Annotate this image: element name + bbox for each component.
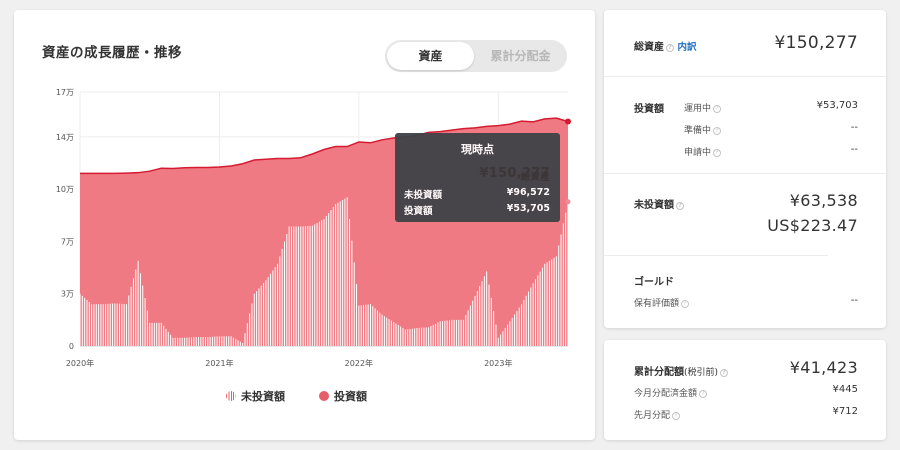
divider — [604, 76, 886, 77]
tooltip-row-label: 投資額 — [404, 206, 433, 217]
invest-row-preparing-value: -- — [850, 122, 858, 133]
dividend-note: (税引前) — [684, 368, 719, 378]
legend-item-invested[interactable]: 投資額 — [319, 388, 367, 404]
invest-row-applying-value: -- — [850, 144, 858, 155]
tooltip-row-value: ¥53,705 — [506, 203, 550, 214]
tooltip-row-total: 総資産 ¥150,277 — [404, 166, 550, 183]
x-tick-label: 2020年 — [66, 358, 94, 368]
legend-item-uninvested[interactable]: 未投資額 — [226, 388, 285, 404]
uninvested-point — [565, 199, 571, 205]
help-icon[interactable]: ? — [699, 390, 708, 398]
divider — [604, 173, 886, 174]
x-tick-label: 2021年 — [205, 358, 233, 368]
total-assets-line — [80, 117, 569, 175]
gold-row-value: -- — [850, 295, 858, 306]
chart-mode-toggle[interactable]: 資産 累計分配金 — [385, 40, 567, 72]
dividend-summary-card: 累計分配額(税引前)? ¥41,423 今月分配済金額? ¥445 先月分配? … — [604, 340, 886, 440]
breakdown-link[interactable]: 内訳 — [677, 42, 697, 53]
row-text: 今月分配済金額 — [634, 389, 698, 399]
help-icon[interactable]: ? — [720, 369, 729, 377]
invest-row-running-label: 運用中? — [684, 101, 722, 114]
invest-label: 投資額 — [634, 104, 664, 115]
tooltip-row-uninvested: 未投資額 ¥96,572 — [404, 187, 550, 201]
help-icon[interactable]: ? — [713, 149, 722, 157]
dividend-text: 累計分配額 — [634, 367, 684, 378]
toggle-assets[interactable]: 資産 — [387, 42, 474, 70]
tooltip-row-value: ¥96,572 — [506, 187, 550, 198]
asset-summary-card: 総資産? 内訳 ¥150,277 投資額 運用中? ¥53,703 準備中? -… — [604, 10, 886, 328]
row-text: 保有評価額 — [634, 299, 680, 309]
uninvested-label: 未投資額? — [634, 196, 684, 211]
chart-title: 資産の成長履歴・推移 — [42, 45, 182, 61]
y-tick-label: 7万 — [61, 237, 74, 246]
tooltip-row-invested: 投資額 ¥53,705 — [404, 203, 550, 217]
chart-tooltip: 現時点 総資産 ¥150,277 未投資額 ¥96,572 投資額 ¥53,70… — [395, 133, 560, 222]
total-assets-point — [565, 118, 571, 125]
help-icon[interactable]: ? — [666, 44, 674, 52]
gold-label: ゴールド — [634, 277, 674, 288]
help-icon[interactable]: ? — [681, 300, 690, 308]
help-icon[interactable]: ? — [713, 105, 722, 113]
dividend-row-this-month-value: ¥445 — [832, 384, 858, 395]
divider — [604, 255, 828, 256]
legend-label: 未投資額 — [241, 390, 285, 403]
y-tick-label: 17万 — [56, 88, 74, 97]
y-tick-label: 14万 — [56, 133, 74, 142]
uninvested-text: 未投資額 — [634, 200, 674, 211]
dividend-row-last-month-label: 先月分配? — [634, 408, 681, 421]
total-assets-value: ¥150,277 — [774, 33, 858, 53]
tooltip-title: 現時点 — [461, 143, 494, 156]
uninvested-jpy-value: ¥63,538 — [789, 191, 858, 210]
asset-growth-chart: 0 3万 7万 10万 14万 17万 2020年 2021年 2022年 2023年 — [56, 88, 571, 368]
y-tick-label: 0 — [69, 342, 74, 351]
gold-row-label: 保有評価額? — [634, 296, 690, 309]
dividend-value: ¥41,423 — [789, 358, 858, 377]
row-text: 準備中 — [684, 126, 712, 136]
tooltip-row-label: 未投資額 — [404, 190, 443, 201]
dividend-row-last-month-value: ¥712 — [832, 406, 858, 417]
dividend-row-this-month-label: 今月分配済金額? — [634, 386, 708, 399]
help-icon[interactable]: ? — [672, 412, 681, 420]
y-tick-label: 3万 — [61, 290, 74, 299]
row-text: 運用中 — [684, 104, 712, 114]
solid-swatch-icon — [319, 391, 329, 401]
invest-row-running-value: ¥53,703 — [816, 100, 858, 111]
y-tick-label: 10万 — [56, 185, 74, 194]
total-assets-label: 総資産? 内訳 — [634, 38, 697, 53]
row-text: 先月分配 — [634, 411, 671, 421]
x-tick-label: 2023年 — [484, 358, 512, 368]
tooltip-row-label: 総資産 — [520, 172, 550, 183]
tooltip-row-value: ¥150,277 — [479, 166, 550, 181]
legend-label: 投資額 — [334, 390, 367, 403]
asset-growth-card: 0 3万 7万 10万 14万 17万 2020年 2021年 2022年 2023年 資産の成長… — [14, 10, 595, 440]
x-tick-label: 2022年 — [345, 358, 373, 368]
striped-swatch-icon — [226, 391, 236, 401]
dividend-label: 累計分配額(税引前)? — [634, 363, 729, 378]
help-icon[interactable]: ? — [676, 202, 684, 210]
row-text: 申請中 — [684, 148, 712, 158]
invest-row-preparing-label: 準備中? — [684, 123, 722, 136]
toggle-cumulative-dividend[interactable]: 累計分配金 — [490, 49, 551, 63]
invest-row-applying-label: 申請中? — [684, 145, 722, 158]
uninvested-usd-value: US$223.47 — [767, 216, 858, 235]
help-icon[interactable]: ? — [713, 127, 722, 135]
total-assets-text: 総資産 — [634, 42, 664, 53]
